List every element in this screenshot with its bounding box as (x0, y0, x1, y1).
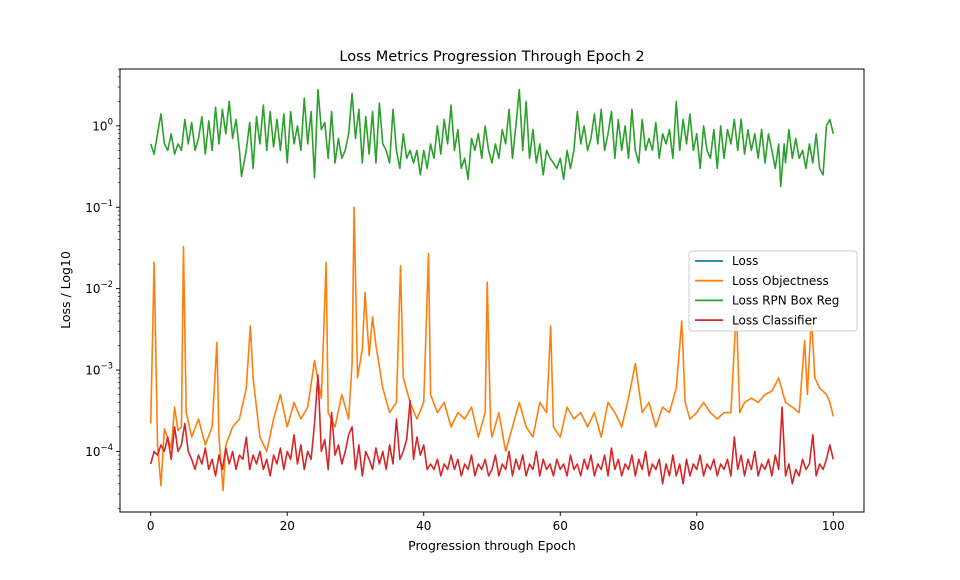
x-tick-label: 100 (822, 519, 845, 533)
series-line-2 (149, 88, 835, 188)
y-tick-label: 10−1 (85, 199, 113, 215)
series-layer (149, 88, 835, 492)
y-tick-label: 10−4 (85, 443, 113, 459)
y-axis-ticks: 10−4 10−3 10−2 10−1 100 (85, 68, 120, 509)
x-tick-label: 40 (416, 519, 431, 533)
y-tick-label: 10−3 (85, 362, 113, 378)
legend-entry-label: Loss Classifier (732, 313, 817, 327)
legend: Loss Loss Objectness Loss RPN Box Reg Loss … (688, 250, 858, 332)
x-tick-label: 0 (147, 519, 155, 533)
x-tick-label: 20 (280, 519, 295, 533)
x-tick-label: 80 (689, 519, 704, 533)
y-tick-label: 10−2 (85, 280, 113, 296)
y-tick-label: 100 (92, 117, 113, 133)
series-line-1 (149, 206, 835, 492)
x-axis-ticks: 0 20 40 60 80 100 (147, 512, 845, 533)
x-tick-label: 60 (553, 519, 568, 533)
legend-entry-label: Loss RPN Box Reg (732, 294, 839, 308)
legend-box (688, 250, 858, 332)
legend-entry-label: Loss Objectness (732, 274, 829, 288)
plot-frame (119, 68, 865, 513)
chart-title: Loss Metrics Progression Through Epoch 2 (339, 49, 644, 65)
series-line-3 (149, 374, 835, 485)
x-axis-label: Progression through Epoch (408, 538, 576, 553)
legend-entry-label: Loss (732, 254, 758, 268)
y-axis-label: Loss / Log10 (58, 251, 73, 329)
